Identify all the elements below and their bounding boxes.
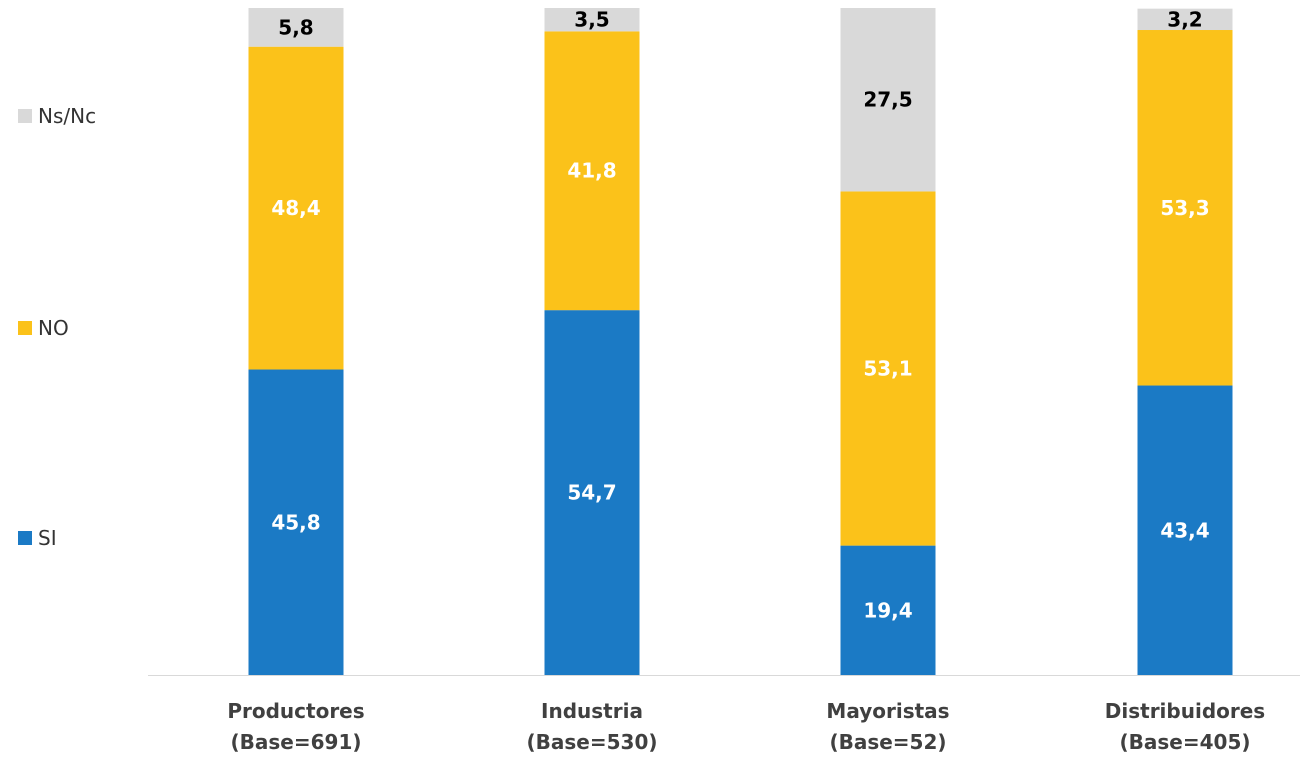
bar-no-0: [248, 46, 344, 370]
data-label-no-1: 41,8: [567, 159, 616, 183]
legend-label-si: SI: [38, 526, 57, 550]
data-label-nsnc-1: 3,5: [574, 8, 609, 32]
legend-item-no: NO: [18, 316, 69, 340]
bar-no-1: [544, 31, 640, 311]
category-label-0-line-0: Productores: [227, 699, 364, 723]
data-label-no-0: 48,4: [271, 196, 320, 220]
bar-no-2: [840, 191, 936, 546]
category-label-1-line-0: Industria: [541, 699, 643, 723]
bar-si-3: [1137, 385, 1233, 675]
category-label-0-line-1: (Base=691): [231, 730, 362, 754]
bar-nsnc-2: [840, 8, 936, 192]
data-label-no-3: 53,3: [1160, 196, 1209, 220]
category-label-2-line-1: (Base=52): [829, 730, 946, 754]
bar-si-2: [840, 545, 936, 675]
legend-label-nsnc: Ns/Nc: [38, 104, 97, 128]
category-label-3-line-1: (Base=405): [1120, 730, 1251, 754]
data-label-nsnc-3: 3,2: [1167, 7, 1202, 31]
category-label-2-line-0: Mayoristas: [826, 699, 949, 723]
legend-item-nsnc: Ns/Nc: [18, 104, 96, 128]
data-label-nsnc-0: 5,8: [278, 15, 313, 39]
data-label-nsnc-2: 27,5: [863, 88, 912, 112]
category-label-3-line-0: Distribuidores: [1105, 699, 1265, 723]
data-label-si-1: 54,7: [567, 481, 616, 505]
legend-item-si: SI: [18, 526, 57, 550]
bar-nsnc-1: [544, 8, 640, 32]
legend-swatch-nsnc: [18, 109, 32, 123]
legend-label-no: NO: [38, 316, 69, 340]
data-label-si-3: 43,4: [1160, 518, 1209, 542]
data-label-si-0: 45,8: [271, 510, 320, 534]
legend-swatch-no: [18, 321, 32, 335]
legend-swatch-si: [18, 531, 32, 545]
category-label-1-line-1: (Base=530): [527, 730, 658, 754]
bar-nsnc-3: [1137, 8, 1233, 31]
bar-si-0: [248, 369, 344, 675]
data-label-no-2: 53,1: [863, 357, 912, 381]
bar-no-3: [1137, 30, 1233, 386]
bar-nsnc-0: [248, 8, 344, 47]
data-label-si-2: 19,4: [863, 598, 912, 622]
bar-si-1: [544, 310, 640, 675]
